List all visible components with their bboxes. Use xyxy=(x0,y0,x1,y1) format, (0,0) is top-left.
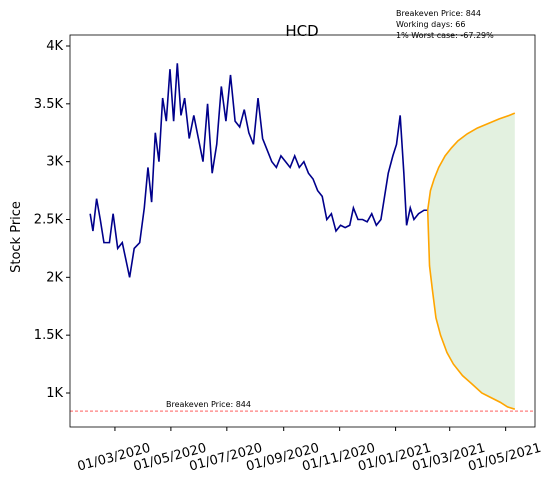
chart-title: HCD xyxy=(285,22,318,40)
annotation: 1% Worst case: -67.29% xyxy=(396,31,494,40)
plot-frame xyxy=(69,34,536,428)
y-tick-label: 3K xyxy=(46,155,63,170)
reference-label: Breakeven Price: 844 xyxy=(166,400,251,409)
annotation: Working days: 66 xyxy=(396,20,465,29)
y-tick-label: 3.5K xyxy=(34,97,64,112)
series-line xyxy=(89,63,428,278)
y-tick-label: 1K xyxy=(46,386,63,401)
annotation: Breakeven Price: 844 xyxy=(396,9,481,18)
forecast-band xyxy=(427,113,515,410)
y-axis-label: Stock Price xyxy=(9,201,24,273)
y-tick-label: 1.5K xyxy=(34,328,64,343)
y-tick-label: 2K xyxy=(46,270,63,285)
y-tick-label: 4K xyxy=(46,39,63,54)
series-line xyxy=(426,210,516,410)
y-tick-label: 2.5K xyxy=(34,212,64,227)
series-line xyxy=(426,112,516,211)
